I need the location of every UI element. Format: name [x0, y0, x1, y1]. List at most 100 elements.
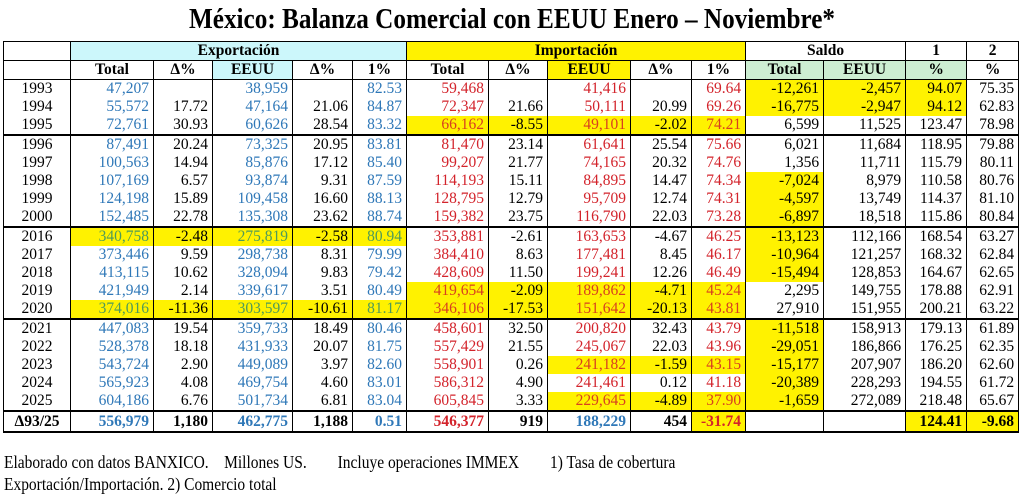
value-cell: 340,758 [70, 226, 154, 246]
value-cell: 194.55 [905, 374, 968, 392]
value-cell: 62.91 [966, 282, 1020, 300]
table-row: 2023 543,724 2.90 449,089 3.97 82.60 558,901 0.… [3, 356, 1020, 374]
value-cell: 124,198 [70, 190, 154, 208]
value-cell: 80.76 [966, 172, 1020, 190]
year-cell: 1999 [3, 190, 71, 208]
value-cell: -2.48 [153, 226, 213, 246]
corner-cell [3, 41, 71, 61]
value-cell: 21.66 [488, 98, 549, 116]
value-cell [488, 79, 549, 98]
value-cell: 12.79 [488, 190, 549, 208]
value-cell: 18.49 [292, 318, 353, 338]
year-cell: 2016 [3, 226, 71, 246]
value-cell: 12.74 [630, 190, 693, 208]
value-cell: 88.13 [351, 190, 408, 208]
value-cell: 83.01 [351, 374, 408, 392]
value-cell: 168.32 [905, 246, 968, 264]
value-cell: 19.54 [153, 318, 213, 338]
value-cell: 565,923 [70, 374, 154, 392]
value-cell: 3.97 [292, 356, 353, 374]
value-cell: -15,177 [745, 356, 825, 374]
value-cell: 339,617 [212, 282, 293, 300]
value-cell: 20.24 [153, 134, 213, 154]
value-cell: 62.65 [966, 264, 1020, 282]
col2-header: 2 [966, 41, 1020, 61]
value-cell: 74.21 [691, 116, 747, 135]
value-cell: 11,684 [823, 134, 907, 154]
value-cell: 458,601 [406, 318, 490, 338]
value-cell: 85,876 [212, 154, 293, 172]
table-row: 2021 447,083 19.54 359,733 18.49 80.46 458,601… [3, 318, 1020, 338]
value-cell: 152,485 [70, 208, 154, 227]
value-cell: -11.36 [153, 300, 213, 319]
sub-header-cell: EEUU [212, 60, 293, 80]
value-cell: 11,525 [823, 116, 907, 135]
value-cell: 23.14 [488, 134, 549, 154]
value-cell: 62.60 [966, 356, 1020, 374]
value-cell: -17.53 [488, 300, 549, 319]
value-cell: 373,446 [70, 246, 154, 264]
value-cell: 79.88 [966, 134, 1020, 154]
value-cell: -2.02 [630, 116, 693, 135]
value-cell: 61.72 [966, 374, 1020, 392]
year-cell: 2022 [3, 338, 71, 356]
value-cell: 0.51 [351, 410, 408, 433]
value-cell: 229,645 [547, 392, 632, 411]
sub-header-cell: Δ% [292, 60, 353, 80]
value-cell: 605,845 [406, 392, 490, 411]
value-cell: 15.89 [153, 190, 213, 208]
value-cell: 62.83 [966, 98, 1020, 116]
sub-header-cell: EEUU [547, 60, 632, 80]
value-cell: 118.95 [905, 134, 968, 154]
value-cell: 61.89 [966, 318, 1020, 338]
value-cell: 16.60 [292, 190, 353, 208]
value-cell: 85.40 [351, 154, 408, 172]
value-cell: 47,207 [70, 79, 154, 98]
table-row: 2022 528,378 18.18 431,933 20.07 81.75 557,429… [3, 338, 1020, 356]
value-cell: 73.28 [691, 208, 747, 227]
value-cell: 93,874 [212, 172, 293, 190]
value-cell: -2,947 [823, 98, 907, 116]
value-cell: 298,738 [212, 246, 293, 264]
value-cell: 72,347 [406, 98, 490, 116]
value-cell: 75.35 [966, 79, 1020, 98]
value-cell: 179.13 [905, 318, 968, 338]
value-cell: -4.67 [630, 226, 693, 246]
value-cell: 45.24 [691, 282, 747, 300]
value-cell: 413,115 [70, 264, 154, 282]
value-cell: 114,193 [406, 172, 490, 190]
sub-header-cell: 1% [351, 60, 408, 80]
value-cell: 59,468 [406, 79, 490, 98]
group-header-row: Exportación Importación Saldo 1 2 [3, 41, 1020, 61]
value-cell: 82.53 [351, 79, 408, 98]
value-cell: 177,481 [547, 246, 632, 264]
value-cell: -2.09 [488, 282, 549, 300]
value-cell: -10.61 [292, 300, 353, 319]
value-cell: 69.26 [691, 98, 747, 116]
sub-header-cell: Δ% [488, 60, 549, 80]
value-cell [292, 79, 353, 98]
value-cell: 189,862 [547, 282, 632, 300]
value-cell: 82.60 [351, 356, 408, 374]
value-cell: 462,775 [212, 410, 293, 433]
table-row: 1997 100,563 14.94 85,876 17.12 85.40 99,207 21… [3, 154, 1020, 172]
value-cell: 2.90 [153, 356, 213, 374]
value-cell: 245,067 [547, 338, 632, 356]
table-row: 1995 72,761 30.93 60,626 28.54 83.32 66,162 -8.… [3, 116, 1020, 135]
value-cell: 79.42 [351, 264, 408, 282]
value-cell: 100,563 [70, 154, 154, 172]
value-cell: 328,094 [212, 264, 293, 282]
value-cell: 303,597 [212, 300, 293, 319]
value-cell: 21.55 [488, 338, 549, 356]
value-cell: 528,378 [70, 338, 154, 356]
value-cell: 94.07 [905, 79, 968, 98]
value-cell: 454 [630, 410, 693, 433]
value-cell: 14.47 [630, 172, 693, 190]
value-cell: -4.89 [630, 392, 693, 411]
value-cell: 228,293 [823, 374, 907, 392]
table-row: 2019 421,949 2.14 339,617 3.51 80.49 419,654 -2… [3, 282, 1020, 300]
value-cell: 8.63 [488, 246, 549, 264]
table-row: 2024 565,923 4.08 469,754 4.60 83.01 586,312 4.… [3, 374, 1020, 392]
footer-note-2: Exportación/Importación. 2) Comercio tot… [4, 474, 277, 494]
value-cell: -4,597 [745, 190, 825, 208]
